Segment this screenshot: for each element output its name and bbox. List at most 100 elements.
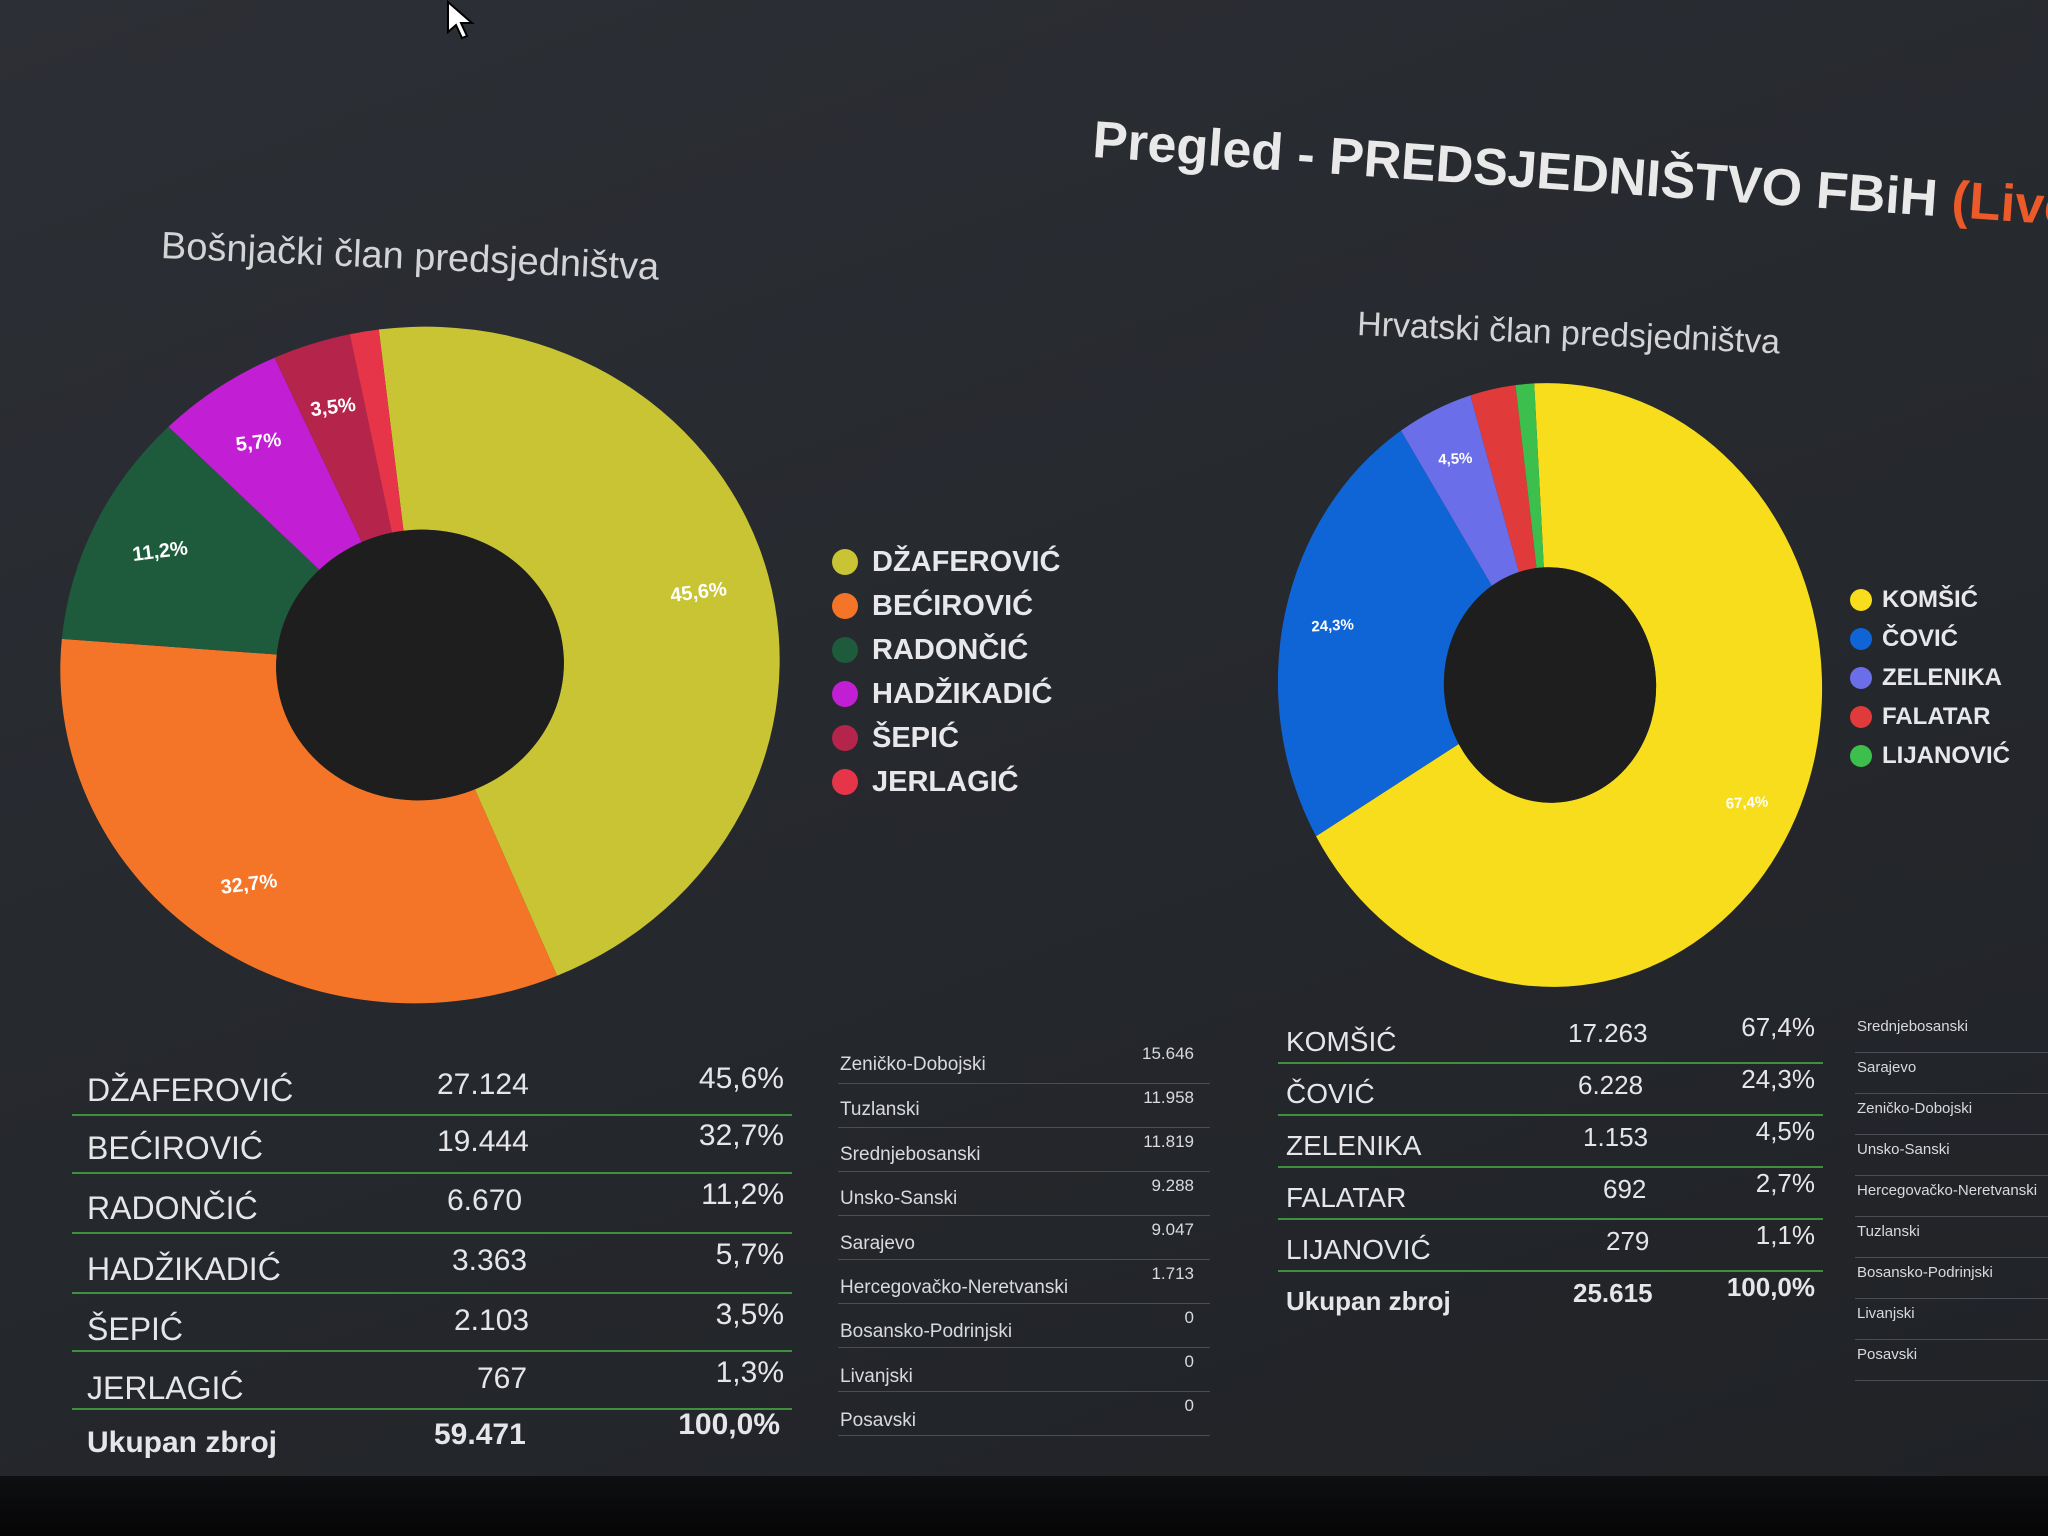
- table-row: FALATAR 692 2,7%: [1278, 1168, 1823, 1220]
- vote-percent: 2,7%: [1755, 1168, 1815, 1198]
- candidate-name: BEĆIROVIĆ: [87, 1130, 264, 1166]
- table-row: JERLAGIĆ 767 1,3%: [72, 1352, 792, 1410]
- canton-row: Srednjebosanski: [1855, 1012, 2048, 1053]
- slice-jerlagić[interactable]: [349, 329, 404, 535]
- legend-label: HADŽIKADIĆ: [872, 677, 1053, 710]
- legend-item: RADONČIĆ: [832, 628, 1061, 672]
- live-indicator: (Live): [1949, 171, 2048, 239]
- slice-lijanović[interactable]: [1515, 383, 1544, 569]
- legend-dot: [1850, 588, 1872, 611]
- table-row: KOMŠIĆ 17.263 67,4%: [1278, 1012, 1823, 1064]
- canton-name: Tuzlanski: [1857, 1223, 1920, 1240]
- legend-dot: [1850, 744, 1872, 767]
- slice-zelenika[interactable]: [1399, 393, 1519, 590]
- slice-radončić[interactable]: [40, 411, 329, 681]
- total-votes: 59.471: [434, 1418, 526, 1451]
- table-row: HADŽIKADIĆ 3.363 5,7%: [72, 1234, 792, 1294]
- canton-row: Sarajevo: [1855, 1053, 2048, 1094]
- canton-name: Zeničko-Dobojski: [840, 1054, 986, 1075]
- total-percent: 100,0%: [1726, 1272, 1815, 1302]
- canton-row: Hercegovačko-Neretvanski: [1855, 1176, 2048, 1217]
- canton-name: Hercegovačko-Neretvanski: [1857, 1182, 2038, 1199]
- candidate-name: JERLAGIĆ: [87, 1370, 244, 1406]
- legend-item: ZELENIKA: [1850, 658, 2010, 697]
- canton-name: Srednjebosanski: [840, 1144, 981, 1165]
- canton-row: Unsko-Sanski: [1855, 1135, 2048, 1176]
- bosnjacki-legend: DŽAFEROVIĆ BEĆIROVIĆ RADONČIĆ HADŽIKADIĆ…: [832, 540, 1061, 804]
- vote-count: 3.363: [452, 1244, 528, 1277]
- legend-item: KOMŠIĆ: [1850, 580, 2010, 619]
- hrvatski-chart-title: Hrvatski član predsjedništva: [1356, 305, 1781, 362]
- table-row: ZELENIKA 1.153 4,5%: [1278, 1116, 1823, 1168]
- legend-label: LIJANOVIĆ: [1882, 741, 2011, 769]
- vote-percent: 5,7%: [715, 1238, 784, 1271]
- slice-label: 67,4%: [1725, 793, 1768, 812]
- table-row: ČOVIĆ 6.228 24,3%: [1278, 1064, 1823, 1116]
- legend-dot: [1850, 666, 1872, 689]
- legend-label: BEĆIROVIĆ: [872, 589, 1034, 622]
- page-title-main: Pregled - PREDSJEDNIŠTVO FBiH: [1090, 110, 1940, 228]
- slice-hadžikadić[interactable]: [162, 350, 365, 586]
- canton-row: Zeničko-Dobojski: [1855, 1094, 2048, 1135]
- canton-name: Unsko-Sanski: [840, 1188, 958, 1209]
- bosnjacki-donut-chart: 45,6%32,7%11,2%5,7%3,5%: [40, 305, 800, 1025]
- vote-count: 2.103: [454, 1304, 530, 1337]
- hrvatski-donut-chart: 67,4% 24,3% 4,5%: [1265, 375, 1837, 995]
- canton-row: Unsko-Sanski 9.288: [838, 1172, 1210, 1216]
- vote-percent: 1,1%: [1755, 1220, 1815, 1250]
- legend-dot: [832, 593, 858, 619]
- slice-džaferović[interactable]: [378, 305, 800, 988]
- candidate-name: DŽAFEROVIĆ: [87, 1072, 294, 1108]
- slice-komšić[interactable]: [1293, 375, 1837, 995]
- canton-name: Bosansko-Podrinjski: [1857, 1264, 1993, 1281]
- slice-bećirović[interactable]: [54, 584, 559, 1025]
- canton-votes: 0: [1184, 1308, 1194, 1327]
- mouse-cursor-icon: [447, 0, 475, 40]
- bosnjacki-donut-slices: 45,6%32,7%11,2%5,7%3,5%: [40, 305, 800, 1025]
- vote-count: 19.444: [437, 1125, 529, 1158]
- hrvatski-canton-table: Srednjebosanski Sarajevo Zeničko-Dobojsk…: [1855, 1012, 2048, 1381]
- canton-name: Livanjski: [1857, 1305, 1915, 1322]
- vote-percent: 45,6%: [698, 1062, 784, 1095]
- donut-hole: [276, 529, 564, 801]
- slice-šepić[interactable]: [273, 332, 393, 550]
- bosnjacki-results-table: DŽAFEROVIĆ 27.124 45,6% BEĆIROVIĆ 19.444…: [72, 1060, 792, 1470]
- vote-percent: 24,3%: [1741, 1064, 1815, 1094]
- vote-count: 1.153: [1583, 1122, 1649, 1152]
- legend-dot: [832, 637, 858, 663]
- total-label: Ukupan zbroj: [87, 1426, 278, 1459]
- candidate-name: RADONČIĆ: [87, 1190, 258, 1226]
- canton-row: Zeničko-Dobojski 15.646: [838, 1040, 1210, 1084]
- canton-row: Posavski 0: [838, 1392, 1210, 1436]
- bosnjacki-canton-table: Zeničko-Dobojski 15.646 Tuzlanski 11.958…: [838, 1040, 1210, 1436]
- slice-čović[interactable]: [1265, 426, 1505, 838]
- canton-row: Bosansko-Podrinjski 0: [838, 1304, 1210, 1348]
- legend-item: ČOVIĆ: [1850, 619, 2010, 658]
- canton-row: Posavski: [1855, 1340, 2048, 1381]
- bosnjacki-chart-title: Bošnjački član predsjedništva: [160, 225, 661, 289]
- vote-count: 27.124: [437, 1068, 529, 1101]
- vote-percent: 67,4%: [1741, 1012, 1815, 1042]
- candidate-name: FALATAR: [1286, 1182, 1407, 1213]
- donut-hole: [1443, 567, 1657, 803]
- table-total-row: Ukupan zbroj 25.615 100,0%: [1278, 1272, 1823, 1322]
- legend-item: DŽAFEROVIĆ: [832, 540, 1061, 584]
- table-row: RADONČIĆ 6.670 11,2%: [72, 1174, 792, 1234]
- canton-name: Livanjski: [840, 1366, 913, 1387]
- table-total-row: Ukupan zbroj 59.471 100,0%: [72, 1408, 792, 1470]
- candidate-name: HADŽIKADIĆ: [87, 1251, 281, 1287]
- canton-name: Posavski: [1857, 1346, 1918, 1363]
- legend-label: KOMŠIĆ: [1882, 585, 1978, 613]
- legend-item: FALATAR: [1850, 697, 2010, 736]
- legend-label: JERLAGIĆ: [872, 765, 1019, 798]
- monitor-bezel: [0, 1476, 2048, 1536]
- vote-count: 6.670: [447, 1184, 523, 1217]
- canton-row: Livanjski: [1855, 1299, 2048, 1340]
- vote-count: 17.263: [1568, 1018, 1648, 1048]
- candidate-name: LIJANOVIĆ: [1286, 1234, 1431, 1265]
- canton-name: Bosansko-Podrinjski: [840, 1321, 1013, 1342]
- canton-name: Unsko-Sanski: [1857, 1141, 1950, 1158]
- total-votes: 25.615: [1573, 1278, 1653, 1308]
- legend-label: ŠEPIĆ: [872, 721, 960, 754]
- slice-falatar[interactable]: [1470, 385, 1537, 575]
